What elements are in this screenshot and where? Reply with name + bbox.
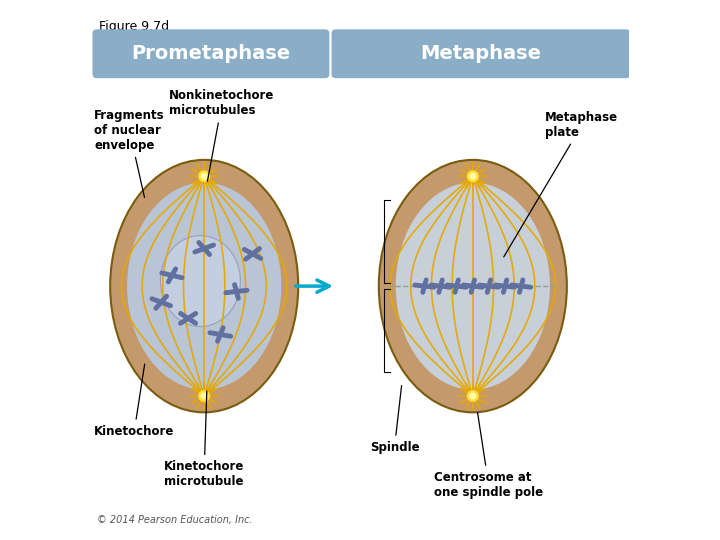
Ellipse shape [396,183,550,390]
Text: Metaphase: Metaphase [420,44,541,63]
Text: Figure 9.7d: Figure 9.7d [99,20,170,33]
Circle shape [199,171,210,181]
Ellipse shape [379,160,567,413]
Text: Kinetochore: Kinetochore [94,364,174,437]
FancyBboxPatch shape [92,29,329,78]
Text: © 2014 Pearson Education, Inc.: © 2014 Pearson Education, Inc. [96,515,253,525]
Text: Centrosome at
one spindle pole: Centrosome at one spindle pole [434,413,544,499]
Text: Fragments
of nuclear
envelope: Fragments of nuclear envelope [94,109,165,198]
Circle shape [202,173,207,179]
Circle shape [470,393,476,399]
Circle shape [467,171,478,181]
Circle shape [202,393,207,399]
Circle shape [199,390,210,401]
Circle shape [470,173,476,179]
Ellipse shape [161,235,240,327]
Text: Metaphase
plate: Metaphase plate [504,111,618,257]
Text: Kinetochore
microtubule: Kinetochore microtubule [164,391,244,488]
Text: Spindle: Spindle [369,386,419,454]
Text: Prometaphase: Prometaphase [131,44,290,63]
Text: Nonkinetochore
microtubules: Nonkinetochore microtubules [169,90,274,181]
Ellipse shape [110,160,298,413]
Ellipse shape [127,183,282,390]
FancyBboxPatch shape [331,29,630,78]
Circle shape [467,390,478,401]
